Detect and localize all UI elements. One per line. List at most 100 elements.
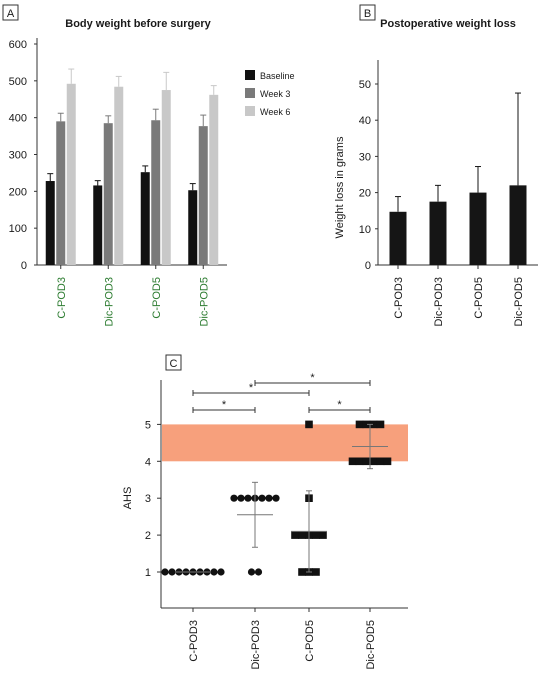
y-tick-label: 200 bbox=[9, 186, 27, 198]
x-tick-label: C-POD5 bbox=[304, 620, 316, 662]
data-point bbox=[312, 568, 320, 576]
bar bbox=[188, 190, 198, 265]
data-point bbox=[254, 568, 263, 576]
bar bbox=[429, 201, 447, 265]
x-tick-label: C-POD3 bbox=[56, 277, 68, 319]
data-point bbox=[362, 420, 371, 429]
data-point bbox=[237, 494, 245, 502]
y-tick-label: 2 bbox=[145, 530, 151, 542]
y-tick-label: 5 bbox=[145, 419, 151, 431]
x-tick-label: Dic-POD5 bbox=[198, 277, 210, 327]
data-point bbox=[291, 531, 299, 539]
data-point bbox=[265, 494, 273, 502]
y-axis-label: Weight loss in grams bbox=[334, 136, 346, 238]
legend-label: Week 6 bbox=[260, 107, 290, 117]
bar bbox=[161, 90, 171, 266]
significance-label: * bbox=[249, 382, 254, 394]
y-tick-label: 100 bbox=[9, 223, 27, 235]
data-point bbox=[355, 457, 364, 466]
y-tick-label: 0 bbox=[21, 260, 27, 272]
legend-label: Week 3 bbox=[260, 89, 290, 99]
panel-label-box bbox=[2, 4, 19, 21]
significance-label: * bbox=[337, 399, 342, 411]
x-tick-label: C-POD5 bbox=[473, 277, 485, 319]
significance-label: * bbox=[222, 399, 227, 411]
chart-title: Body weight before surgery bbox=[65, 18, 211, 30]
data-point bbox=[369, 420, 378, 429]
data-point bbox=[272, 494, 280, 502]
y-tick-label: 500 bbox=[9, 76, 27, 88]
significance-label: * bbox=[310, 372, 315, 384]
bar bbox=[56, 121, 66, 265]
bar bbox=[469, 192, 487, 265]
bar bbox=[103, 123, 113, 265]
data-point bbox=[161, 568, 169, 576]
x-tick-label: Dic-POD3 bbox=[433, 277, 445, 327]
y-axis-label: AHS bbox=[122, 487, 134, 510]
panel-label-box bbox=[359, 4, 376, 21]
x-tick-label: C-POD3 bbox=[393, 277, 405, 319]
data-point bbox=[376, 457, 385, 466]
y-tick-label: 0 bbox=[365, 260, 371, 272]
data-point bbox=[355, 420, 364, 429]
data-point bbox=[383, 457, 392, 466]
data-point bbox=[247, 568, 256, 576]
x-tick-label: Dic-POD5 bbox=[513, 277, 525, 327]
data-point bbox=[210, 568, 218, 576]
y-tick-label: 1 bbox=[145, 567, 151, 579]
legend-swatch bbox=[245, 88, 255, 98]
data-point bbox=[258, 494, 266, 502]
y-tick-label: 50 bbox=[359, 79, 371, 91]
data-point bbox=[168, 568, 176, 576]
panel-label: C bbox=[170, 358, 178, 370]
data-point bbox=[298, 531, 306, 539]
y-tick-label: 600 bbox=[9, 39, 27, 51]
bar bbox=[389, 211, 407, 265]
panel-c: C AHS 5 4 3 2 1 C-POD3 Dic-POD3 C-POD5 Dic-POD5 * * *… bbox=[122, 354, 408, 670]
bar bbox=[93, 185, 103, 265]
data-point bbox=[217, 568, 225, 576]
panel-label: B bbox=[364, 8, 371, 20]
bar bbox=[45, 181, 55, 265]
x-tick-label: C-POD3 bbox=[188, 620, 200, 662]
panel-b: B Postoperative weight loss Weight loss in… bbox=[334, 4, 538, 327]
bar bbox=[209, 94, 219, 265]
y-tick-label: 400 bbox=[9, 113, 27, 125]
panel-label-box bbox=[165, 354, 182, 371]
data-point bbox=[298, 568, 306, 576]
panel-label: A bbox=[7, 8, 15, 20]
data-point bbox=[376, 420, 385, 429]
x-tick-label: C-POD5 bbox=[151, 277, 163, 319]
y-tick-label: 10 bbox=[359, 224, 371, 236]
y-tick-label: 300 bbox=[9, 150, 27, 162]
legend: Baseline Week 3 Week 6 bbox=[245, 70, 295, 117]
x-tick-label: Dic-POD3 bbox=[250, 620, 262, 670]
bar bbox=[114, 86, 124, 265]
data-point bbox=[244, 494, 252, 502]
y-tick-label: 20 bbox=[359, 188, 371, 200]
bar bbox=[509, 185, 527, 265]
y-tick-label: 3 bbox=[145, 493, 151, 505]
legend-label: Baseline bbox=[260, 71, 295, 81]
bar bbox=[151, 120, 161, 266]
shaded-band bbox=[162, 424, 408, 462]
data-point bbox=[319, 531, 327, 539]
legend-swatch bbox=[245, 70, 255, 80]
bar bbox=[140, 172, 150, 265]
legend-swatch bbox=[245, 106, 255, 116]
y-tick-label: 4 bbox=[145, 456, 151, 468]
bar bbox=[198, 126, 208, 265]
data-point bbox=[312, 531, 320, 539]
data-point bbox=[230, 494, 238, 502]
x-tick-label: Dic-POD3 bbox=[103, 277, 115, 327]
y-tick-label: 30 bbox=[359, 151, 371, 163]
data-point bbox=[362, 457, 371, 466]
bar bbox=[66, 83, 76, 265]
x-tick-label: Dic-POD5 bbox=[365, 620, 377, 670]
y-tick-label: 40 bbox=[359, 115, 371, 127]
data-point bbox=[305, 420, 313, 429]
data-point bbox=[348, 457, 357, 466]
chart-title: Postoperative weight loss bbox=[380, 18, 516, 30]
data-point bbox=[369, 457, 378, 466]
